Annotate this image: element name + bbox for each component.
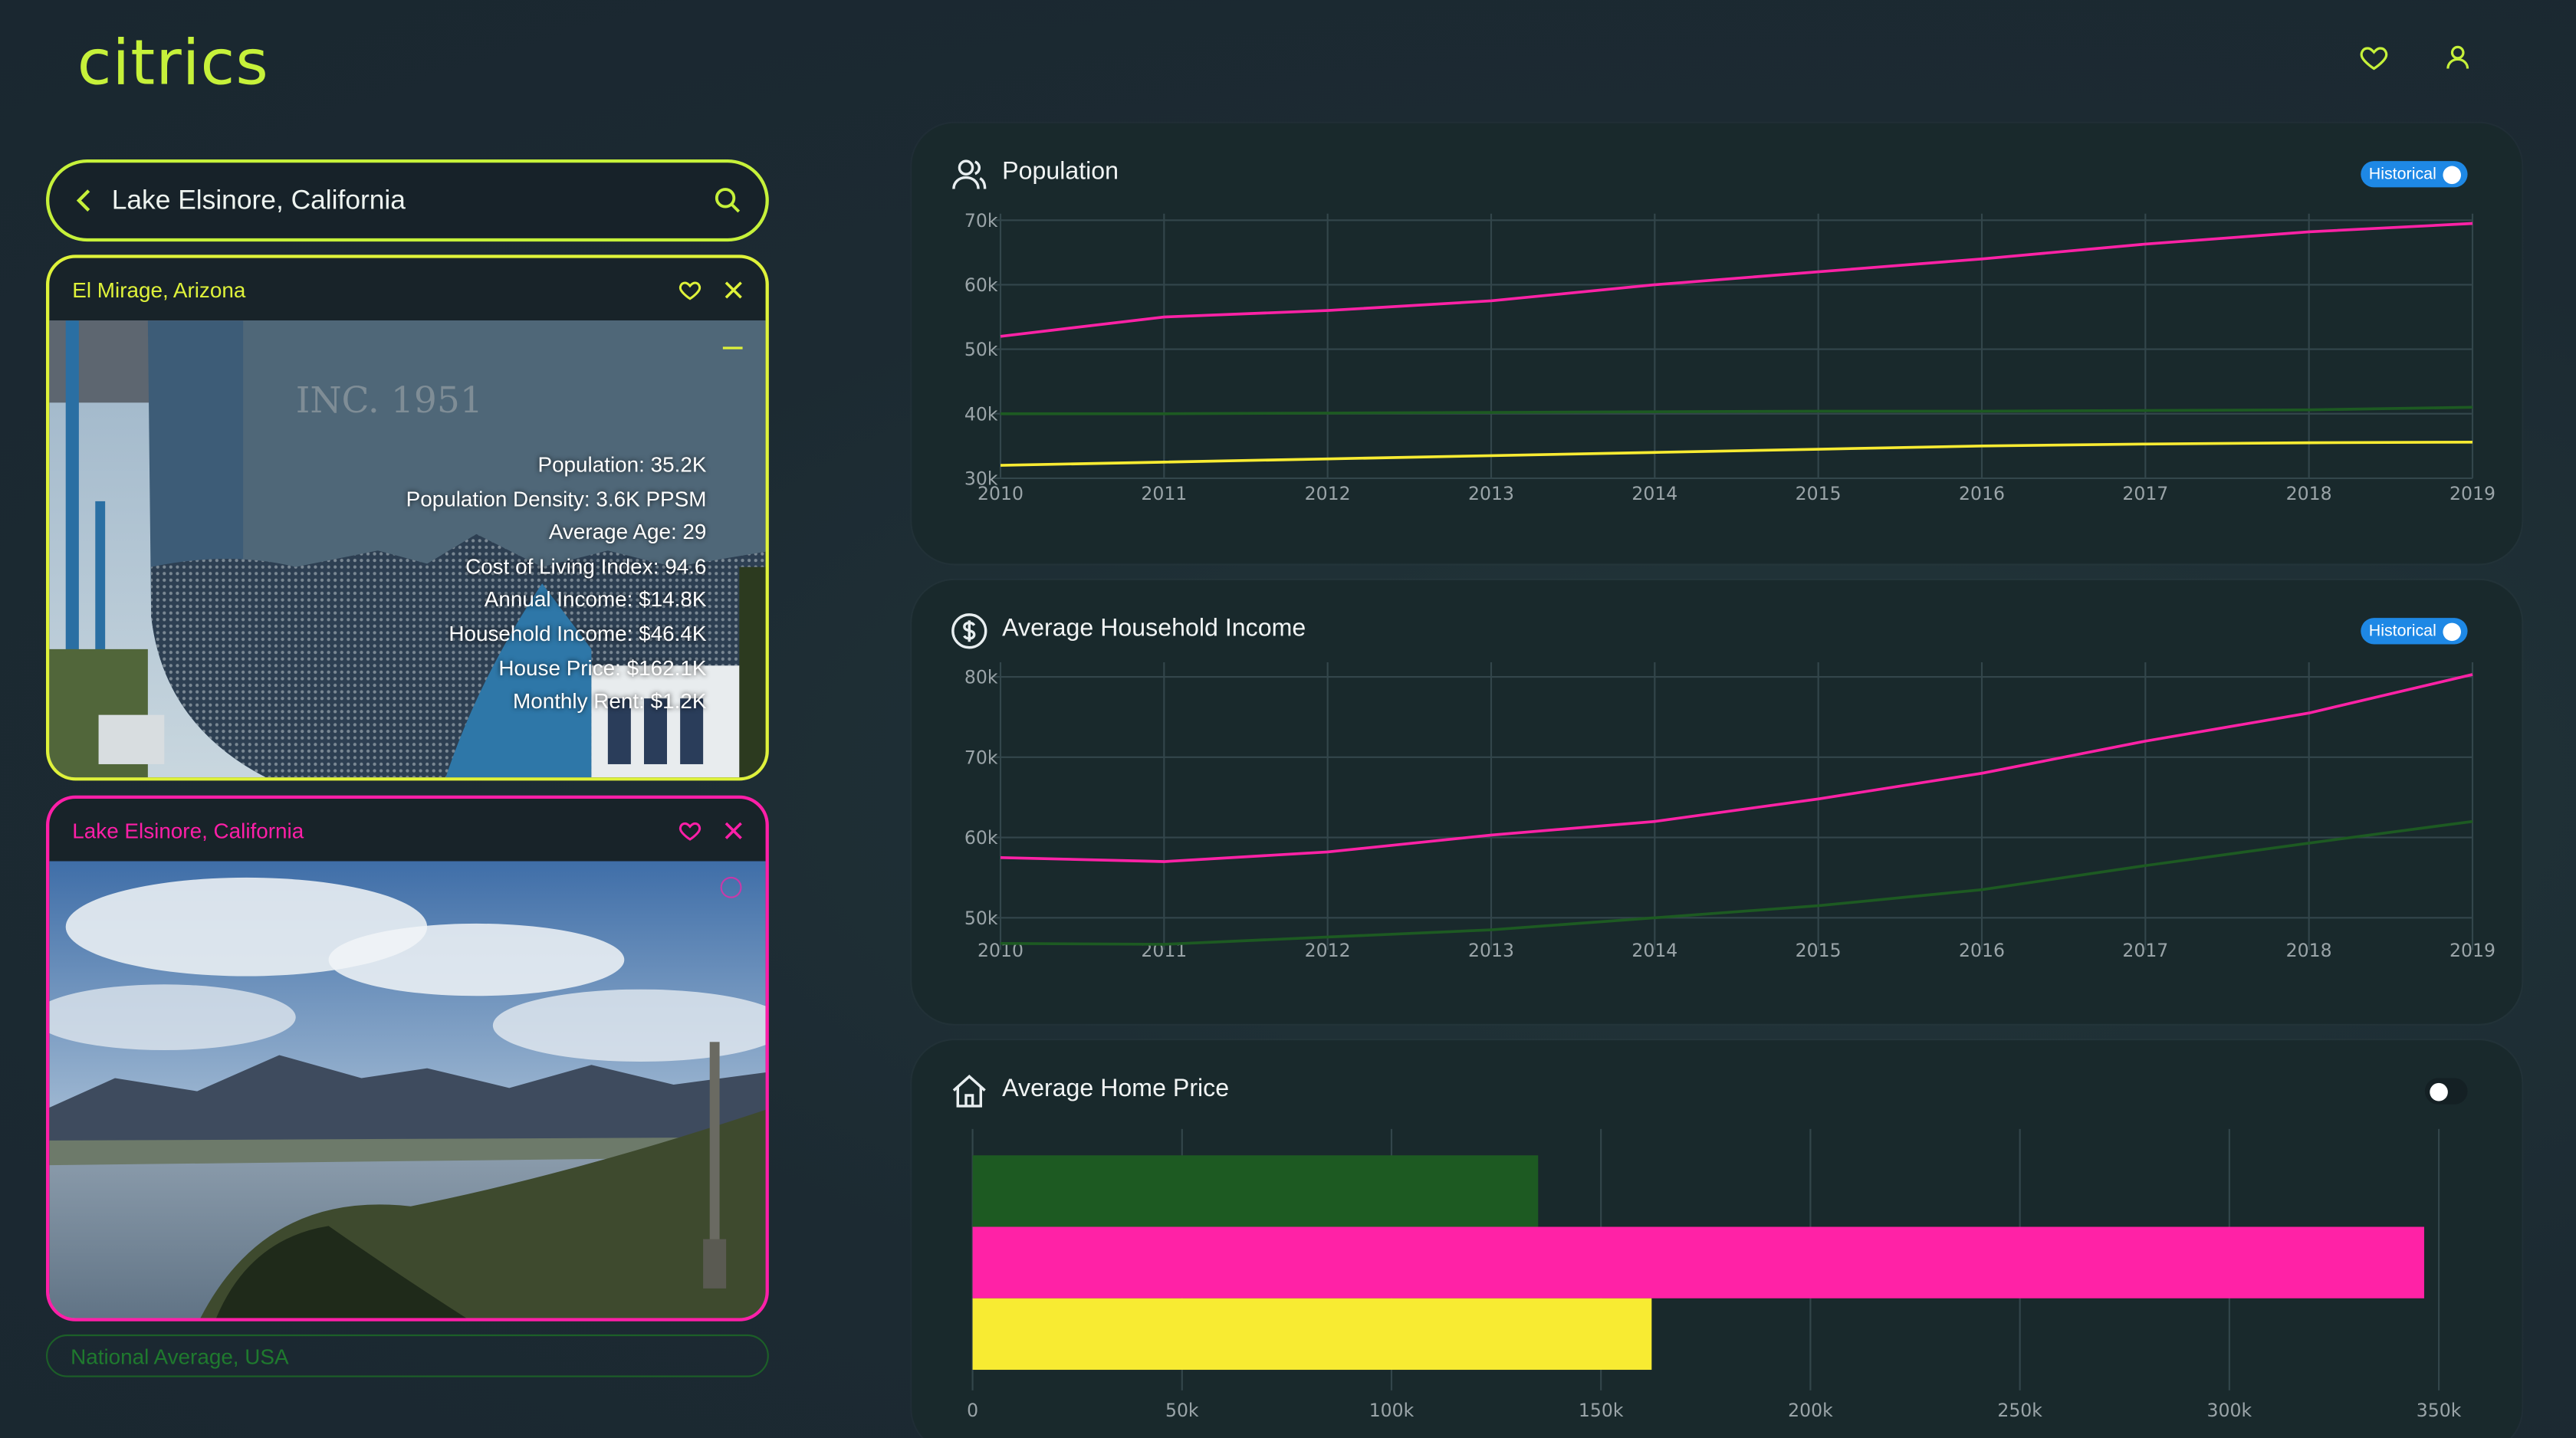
x-tick-label: 2017	[2122, 483, 2168, 504]
favorites-heart-icon[interactable]	[2359, 43, 2389, 73]
house-icon	[952, 1075, 986, 1108]
close-icon[interactable]	[724, 821, 743, 839]
stat-house-price: House Price: $162.1K	[498, 655, 707, 680]
city-card-lake-elsinore[interactable]: Lake Elsinore, California	[46, 795, 769, 1321]
stat-cost-of-living: Cost of Living Index: 94.6	[465, 553, 707, 579]
stat-population: Population: 35.2K	[537, 451, 707, 477]
stat-household-income: Household Income: $46.4K	[449, 621, 707, 646]
stat-annual-income: Annual Income: $14.8K	[484, 587, 707, 612]
city-name: El Mirage, Arizona	[72, 277, 246, 302]
x-tick-label: 2015	[1796, 483, 1842, 504]
x-tick-label: 350k	[2417, 1400, 2462, 1421]
x-tick-label: 2014	[1631, 940, 1677, 961]
x-tick-label: 300k	[2207, 1400, 2252, 1421]
x-tick-label: 2016	[1959, 940, 2005, 961]
x-tick-label: 2018	[2286, 940, 2332, 961]
stat-monthly-rent: Monthly Rent: $1.2K	[513, 688, 707, 714]
historical-toggle[interactable]: Historical	[2361, 161, 2468, 188]
toggle-label: Historical	[2368, 165, 2436, 184]
city-card-header: El Mirage, Arizona	[49, 258, 765, 320]
stat-population-density: Population Density: 3.6K PPSM	[406, 485, 707, 511]
people-icon	[952, 159, 987, 189]
series-line	[1000, 405, 2473, 415]
x-tick-label: 2016	[1959, 483, 2005, 504]
city-name: Lake Elsinore, California	[72, 817, 304, 842]
x-tick-label: 2013	[1468, 483, 1514, 504]
close-icon[interactable]	[724, 281, 743, 299]
panel-title: Population	[1002, 157, 1119, 186]
y-tick-label: 40k	[964, 403, 998, 425]
y-tick-label: 50k	[964, 908, 998, 929]
population-chart: 2010 2011 2012 2013 2014 2015 2016 2017 2018 2019…	[964, 210, 2496, 504]
city-card-el-mirage[interactable]: El Mirage, Arizona	[46, 254, 769, 781]
panel-title: Average Household Income	[1002, 614, 1306, 643]
panel-title: Average Home Price	[1002, 1075, 1230, 1103]
historical-toggle[interactable]	[2424, 1078, 2468, 1105]
x-tick-label: 2015	[1796, 940, 1842, 961]
series-line	[1000, 673, 2473, 863]
x-tick-label: 250k	[1997, 1400, 2042, 1421]
x-tick-label: 150k	[1579, 1400, 1624, 1421]
home-price-panel: Average Home Price 0 50k 100k 150k 200k 250k 3…	[912, 1040, 2522, 1438]
y-tick-label: 80k	[964, 667, 998, 688]
population-panel: Population Historical 2010 2011 2012 2013 20…	[912, 123, 2522, 564]
bar	[972, 1298, 1652, 1371]
national-average-label: National Average, USA	[71, 1343, 289, 1368]
x-tick-label: 2019	[2450, 483, 2496, 504]
search-icon[interactable]	[713, 185, 743, 215]
income-chart: 2010 2011 2012 2013 2014 2015 2016 2017 2018 2019…	[964, 662, 2496, 961]
x-tick-label: 2018	[2286, 483, 2332, 504]
back-chevron-icon[interactable]	[72, 187, 95, 213]
heart-icon[interactable]	[678, 278, 702, 300]
toggle-knob	[2430, 1082, 2448, 1101]
income-panel: Average Household Income Historical 2010…	[912, 579, 2522, 1024]
x-tick-label: 2013	[1468, 940, 1514, 961]
dollar-circle-icon	[951, 613, 987, 649]
historical-toggle[interactable]: Historical	[2361, 618, 2468, 645]
x-tick-label: 200k	[1788, 1400, 1833, 1421]
toggle-label: Historical	[2368, 622, 2436, 641]
series-line	[1000, 819, 2473, 946]
y-tick-label: 50k	[964, 339, 998, 360]
x-tick-label: 2014	[1631, 483, 1677, 504]
x-tick-label: 0	[967, 1400, 978, 1421]
bar	[972, 1155, 1539, 1227]
user-icon[interactable]	[2443, 43, 2472, 73]
series-line	[1000, 440, 2473, 467]
series-line	[1000, 222, 2473, 338]
search-input[interactable]: Lake Elsinore, California	[111, 185, 406, 215]
x-tick-label: 2012	[1305, 940, 1351, 961]
x-tick-label: 100k	[1369, 1400, 1414, 1421]
y-tick-label: 70k	[964, 210, 998, 231]
logo[interactable]: citrics	[77, 26, 269, 99]
home-price-chart: 0 50k 100k 150k 200k 250k 300k 350k	[967, 1128, 2462, 1421]
x-tick-label: 2017	[2122, 940, 2168, 961]
stat-average-age: Average Age: 29	[548, 519, 707, 545]
heart-icon[interactable]	[678, 819, 702, 841]
toggle-knob	[2443, 165, 2461, 184]
photo-inscription: INC. 1951	[296, 379, 483, 422]
national-average-pill[interactable]: National Average, USA	[46, 1334, 769, 1377]
city-stats: Population: 35.2K Population Density: 3.…	[406, 448, 707, 719]
x-tick-label: 50k	[1165, 1400, 1199, 1421]
y-tick-label: 70k	[964, 747, 998, 768]
y-tick-label: 30k	[964, 468, 998, 489]
x-tick-label: 2019	[2450, 940, 2496, 961]
city-photo: INC. 1951 Population: 35.2K Population D…	[49, 320, 766, 778]
city-photo	[49, 861, 766, 1318]
y-tick-label: 60k	[964, 827, 998, 849]
x-tick-label: 2012	[1305, 483, 1351, 504]
bar	[972, 1226, 2424, 1298]
toggle-knob	[2443, 622, 2461, 641]
search-bar[interactable]: Lake Elsinore, California	[46, 159, 769, 242]
city-card-header: Lake Elsinore, California	[49, 799, 765, 861]
x-tick-label: 2010	[978, 483, 1024, 504]
y-tick-label: 60k	[964, 274, 998, 296]
x-tick-label: 2011	[1141, 483, 1187, 504]
